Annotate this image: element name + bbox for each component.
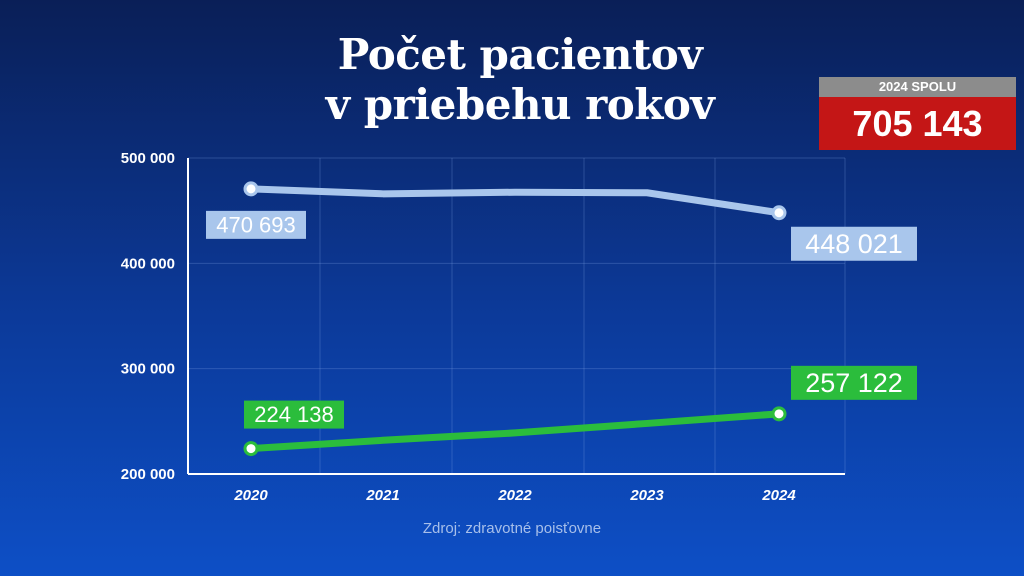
series-line-1 [247, 410, 783, 453]
chart-title: Počet pacientov v priebehu rokov [220, 30, 820, 130]
x-tick-label: 2022 [497, 487, 532, 504]
data-label-bg [244, 400, 344, 429]
y-tick-label: 300 000 [121, 361, 175, 378]
data-point-marker [243, 181, 259, 197]
data-point-marker [771, 205, 787, 221]
x-tick-label: 2023 [629, 487, 664, 504]
x-tick-label: 2024 [761, 487, 796, 504]
total-label: 2024 SPOLU [819, 77, 1016, 97]
y-tick-label: 200 000 [121, 466, 175, 483]
data-label: 470 693 [216, 212, 296, 237]
series-line-0 [247, 185, 783, 217]
y-tick-label: 400 000 [121, 255, 175, 272]
data-label-bg [791, 365, 917, 400]
data-label-bg [206, 210, 306, 239]
data-label: 448 021 [805, 229, 903, 259]
total-box: 2024 SPOLU 705 143 [819, 77, 1016, 150]
data-label: 257 122 [805, 368, 903, 398]
chart-title-line-1: Počet pacientov [337, 30, 703, 79]
source-note: Zdroj: zdravotné poisťovne [422, 520, 602, 537]
x-tick-label: 2020 [233, 487, 268, 504]
data-point-marker [243, 441, 259, 457]
data-label: 224 138 [254, 402, 334, 427]
chart-title-line-2: v priebehu rokov [325, 80, 715, 129]
y-tick-label: 500 000 [121, 150, 175, 167]
data-label-bg [791, 226, 917, 261]
total-value: 705 143 [819, 97, 1016, 150]
x-tick-label: 2021 [365, 487, 399, 504]
data-point-marker [771, 406, 787, 422]
